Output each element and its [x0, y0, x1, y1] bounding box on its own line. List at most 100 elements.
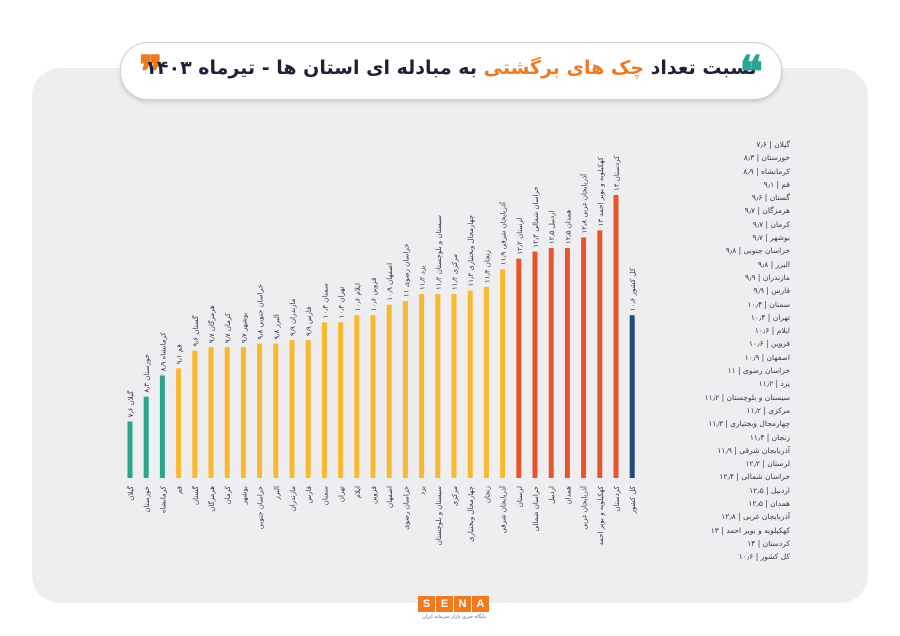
bar-top-label: آذربایجان غربی ۱۲٫۸	[580, 173, 589, 234]
bar-top-label: زنجان ۱۱٫۴	[483, 250, 491, 283]
legend-row: کهکیلویه و بویر احمد | ۱۳	[710, 525, 790, 535]
bar-17	[386, 304, 392, 478]
legend-row: البرز | ۹٫۸	[757, 259, 790, 269]
x-tick-label: یزد	[419, 486, 427, 495]
x-tick-label: خراسان رضوی	[402, 486, 410, 530]
x-tick-label: آذربایجان غربی	[580, 485, 589, 530]
legend-row: آذربایجان غربی | ۱۲٫۸	[721, 512, 790, 522]
x-tick-label: بوشهر	[240, 486, 248, 506]
logo-letter: N	[454, 596, 471, 612]
bar-top-label: کرمانشاه ۸٫۹	[159, 332, 167, 372]
bar-top-label: خوزستان ۸٫۳	[143, 354, 151, 393]
bar-30	[597, 230, 603, 478]
bar-top-label: اصفهان ۱۰٫۹	[386, 263, 394, 301]
bar-19	[419, 294, 425, 478]
bar-top-label: ایلام ۱۰٫۶	[354, 283, 362, 311]
x-tick-label: خراسان شمالی	[532, 486, 540, 532]
legend-row: سیستان و بلوچستان | ۱۱٫۲	[704, 392, 790, 402]
bar-24	[500, 269, 506, 478]
logo-letter: A	[472, 596, 489, 612]
quote-close-icon: ❝	[739, 47, 763, 98]
x-tick-label: قزوین	[370, 486, 378, 504]
x-tick-label: اردبیل	[548, 486, 556, 504]
x-tick-label: ایلام	[354, 486, 362, 498]
chart-panel	[32, 68, 868, 603]
x-tick-label: تهران	[338, 486, 346, 502]
legend-row: آذربایجان شرقی | ۱۱٫۹	[717, 445, 790, 455]
legend-row: خوزستان | ۸٫۳	[743, 153, 790, 163]
legend-row: گیلان | ۷٫۶	[756, 140, 790, 149]
bar-top-label: لرستان ۱۲٫۲	[516, 218, 524, 255]
x-tick-label: کرمانشاه	[159, 485, 167, 513]
bar-top-label: کردستان ۱۴	[613, 155, 621, 191]
legend-row: خراسان شمالی | ۱۲٫۴	[719, 472, 790, 482]
legend-row: خراسان رضوی | ۱۱	[727, 366, 790, 376]
x-tick-label: کل کشور	[629, 485, 637, 514]
legend-row: تهران | ۱۰٫۴	[750, 312, 790, 322]
bar-top-label: البرز ۹٫۸	[273, 314, 281, 340]
bar-15	[354, 315, 360, 478]
bar-22	[467, 290, 473, 478]
x-tick-label: کرمان	[224, 485, 232, 504]
x-tick-label: سیستان و بلوچستان	[435, 486, 443, 545]
bar-top-label: اردبیل ۱۲٫۵	[548, 210, 556, 244]
bar-top-label: آذربایجان شرقی ۱۱٫۹	[499, 201, 508, 265]
bar-23	[483, 286, 489, 478]
legend-row: بوشهر | ۹٫۷	[752, 233, 790, 243]
bar-top-label: مازندران ۹٫۹	[289, 298, 297, 336]
x-tick-label: آذربایجان شرقی	[499, 485, 508, 533]
bar-top-label: فارس ۹٫۹	[305, 307, 313, 336]
bar-top-label: چهارمحال وبختیاری ۱۱٫۳	[467, 215, 475, 287]
bar-top-label: هرمزگان ۹٫۷	[207, 305, 216, 343]
x-tick-label: هرمزگان	[207, 486, 216, 512]
bar-32	[629, 315, 635, 478]
bar-top-label: مرکزی ۱۱٫۲	[451, 254, 459, 290]
chart-title: نسبت تعداد چک های برگشتی به مبادله ای اس…	[121, 57, 781, 79]
bar-4	[176, 368, 182, 478]
logo-letter: S	[418, 596, 435, 612]
bar-top-label: قم ۹٫۱	[176, 344, 184, 364]
x-tick-label: خراسان جنوبی	[257, 486, 265, 529]
x-tick-label: گستان	[191, 485, 200, 505]
legend-row: چهارمحال وبختیاری | ۱۱٫۳	[708, 419, 790, 429]
legend-row: خراسان جنوبی | ۹٫۸	[725, 246, 790, 256]
x-tick-label: سمنان	[321, 486, 329, 505]
legend-row: سمنان | ۱۰٫۴	[747, 299, 790, 309]
legend-row: کل کشور | ۱۰٫۶	[738, 552, 790, 562]
legend-row: همدان | ۱۲٫۵	[748, 499, 790, 509]
bar-28	[564, 248, 570, 478]
bar-top-label: یزد ۱۱٫۲	[419, 265, 427, 290]
bar-1	[127, 421, 133, 478]
bar-top-label: همدان ۱۲٫۵	[564, 209, 572, 244]
legend-row: کردستان | ۱۴	[747, 538, 790, 548]
legend-row: کرمانشاه | ۸٫۹	[743, 166, 790, 176]
legend-row: قزوین | ۱۰٫۶	[749, 339, 790, 349]
x-tick-label: کردستان	[613, 485, 621, 511]
x-tick-label: مازندران	[289, 486, 297, 512]
bar-31	[613, 195, 619, 478]
x-tick-label: مرکزی	[451, 486, 459, 507]
bar-20	[435, 294, 441, 478]
title-banner: ❞ نسبت تعداد چک های برگشتی به مبادله ای …	[120, 42, 782, 100]
bar-top-label: بوشهر ۹٫۷	[240, 313, 248, 344]
bar-27	[548, 248, 554, 478]
x-tick-label: فارس	[305, 486, 313, 503]
bar-29	[581, 237, 587, 478]
legend-row: گستان | ۹٫۶	[751, 193, 790, 203]
legend-row: فارس | ۹٫۹	[753, 286, 790, 296]
bar-16	[370, 315, 376, 478]
legend-row: لرستان | ۱۲٫۲	[745, 459, 790, 469]
x-tick-label: همدان	[564, 486, 572, 505]
x-tick-label: زنجان	[483, 486, 491, 503]
x-tick-label: چهارمحال وبختیاری	[467, 486, 475, 542]
bar-26	[532, 251, 538, 478]
logo-subtitle: پایگاه خبری بازار سرمایه ایران	[422, 614, 486, 620]
bar-21	[451, 294, 457, 478]
bar-18	[402, 301, 408, 478]
bar-top-label: خراسان جنوبی ۹٫۸	[257, 284, 265, 339]
title-part1: نسبت تعداد	[650, 57, 757, 79]
bar-7	[224, 347, 230, 478]
legend-row: کرمان | ۹٫۷	[752, 219, 790, 229]
bar-top-label: سیستان و بلوچستان ۱۱٫۲	[435, 215, 443, 290]
